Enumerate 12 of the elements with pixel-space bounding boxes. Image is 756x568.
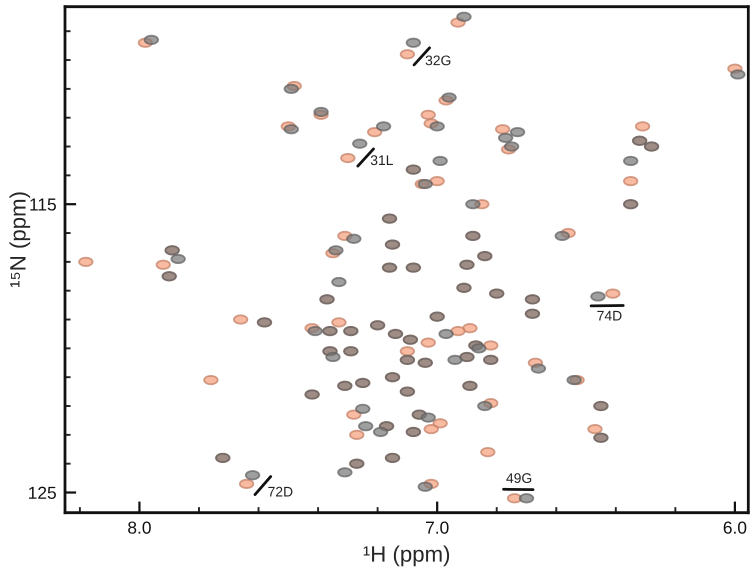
y-axis-title: ¹⁵N (ppm) [9, 192, 30, 288]
annotation: 49G [506, 473, 532, 484]
y-tick-label: 115 [30, 198, 56, 211]
x-tick-label: 6.0 [724, 521, 746, 534]
x-axis-title: ¹H (ppm) [364, 546, 450, 566]
x-tick-label: 8.0 [128, 521, 151, 534]
annotation: 32G [426, 55, 450, 66]
y-tick-label: 125 [29, 486, 56, 499]
x-tick-label: 7.0 [426, 521, 449, 534]
annotation: 72D [268, 486, 292, 496]
annotation: 31L [370, 155, 393, 166]
annotation: 74D [597, 310, 622, 320]
